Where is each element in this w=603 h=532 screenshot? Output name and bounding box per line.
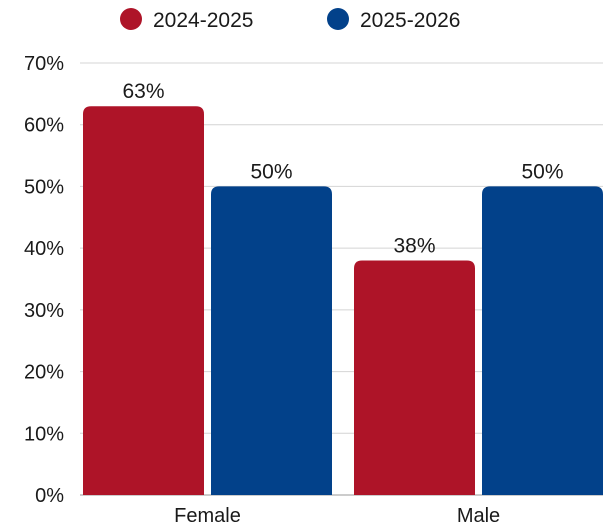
- legend-swatch: [327, 8, 349, 30]
- x-tick-label: Male: [457, 505, 500, 527]
- y-tick-label: 60%: [24, 115, 64, 137]
- bars: [83, 106, 603, 495]
- data-label: 63%: [122, 80, 164, 103]
- legend-label: 2025-2026: [360, 9, 460, 32]
- y-tick-label: 20%: [24, 362, 64, 384]
- legend-swatch: [120, 8, 142, 30]
- legend-item-2025-2026[interactable]: 2025-2026: [327, 8, 460, 32]
- data-label: 50%: [250, 160, 292, 183]
- x-tick-label: Female: [174, 505, 241, 527]
- data-label: 50%: [521, 160, 563, 183]
- y-tick-label: 70%: [24, 53, 64, 75]
- legend-label: 2024-2025: [153, 9, 253, 32]
- data-labels: 63% 50% 38% 50%: [122, 80, 563, 257]
- y-tick-label: 0%: [35, 485, 64, 507]
- y-tick-label: 50%: [24, 176, 64, 198]
- data-label: 38%: [393, 234, 435, 257]
- y-tick-label: 40%: [24, 238, 64, 260]
- y-axis: 0% 10% 20% 30% 40% 50% 60% 70%: [24, 53, 64, 507]
- bar-female-2024-2025: [83, 106, 204, 495]
- y-tick-label: 30%: [24, 300, 64, 322]
- x-axis: Female Male: [174, 505, 500, 527]
- bar-female-2025-2026: [211, 186, 332, 495]
- y-tick-label: 10%: [24, 423, 64, 445]
- legend-item-2024-2025[interactable]: 2024-2025: [120, 8, 253, 32]
- bar-male-2025-2026: [482, 186, 603, 495]
- legend[interactable]: 2024-2025 2025-2026: [120, 8, 460, 32]
- bar-male-2024-2025: [354, 260, 475, 495]
